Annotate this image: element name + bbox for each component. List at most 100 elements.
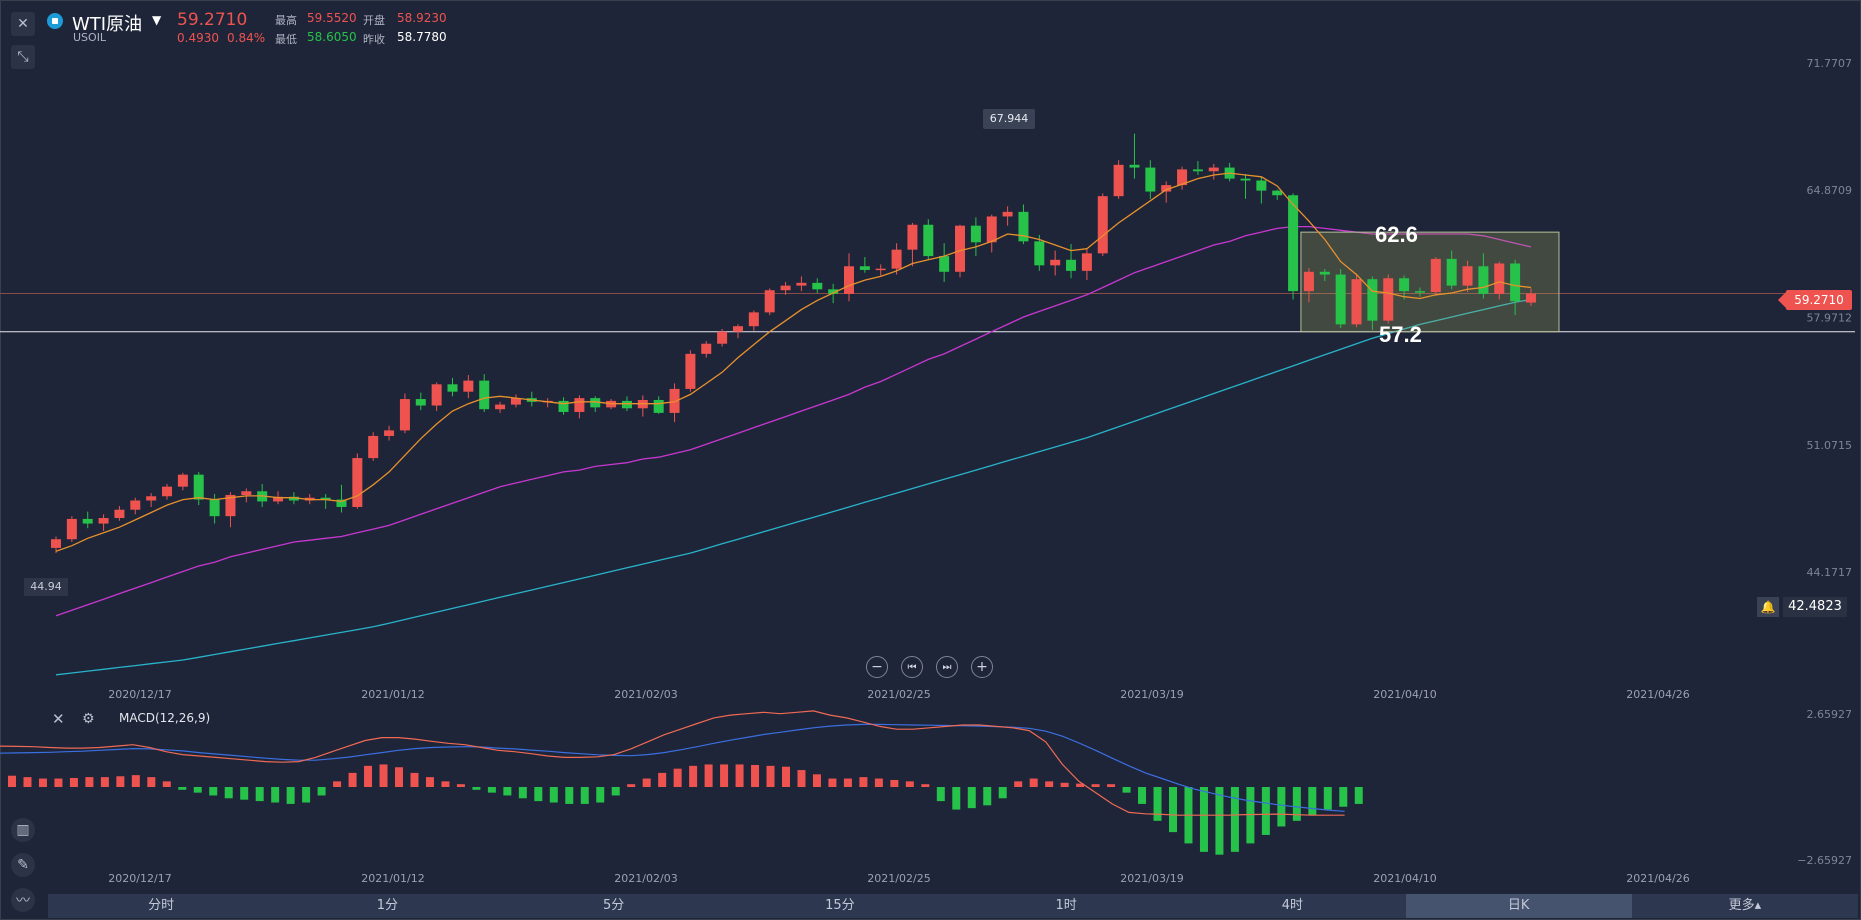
candle-body <box>1272 190 1283 196</box>
macd-bar <box>936 787 945 802</box>
peak-price-label: 67.944 <box>983 109 1035 129</box>
macd-bar <box>952 787 961 810</box>
candle-body <box>955 225 966 272</box>
price-alarm[interactable]: 🔔 42.4823 <box>1757 596 1853 618</box>
macd-bar <box>673 768 682 787</box>
macd-bar <box>286 787 295 804</box>
time-tick-label: 2021/01/12 <box>361 688 424 701</box>
macd-bar <box>905 781 914 787</box>
candle-body <box>1399 278 1410 292</box>
tab-timeframe-15m[interactable]: 15分 <box>825 898 855 913</box>
indicator-tool-button[interactable]: ▥ <box>11 818 35 842</box>
candle-body <box>447 384 458 392</box>
candle-body <box>1081 253 1092 271</box>
tab-timeframe-1m[interactable]: 1分 <box>376 898 399 913</box>
macd-bar <box>1091 784 1100 787</box>
macd-label: MACD(12,26,9) <box>119 711 211 725</box>
close-icon: ✕ <box>17 16 29 32</box>
time-tick-label: 2021/04/10 <box>1373 688 1436 701</box>
macd-bar <box>1261 787 1270 835</box>
candle-body <box>193 474 204 500</box>
tab-timeframe-1h[interactable]: 1时 <box>1055 898 1077 913</box>
tab-timeframe-tick[interactable]: 分时 <box>148 898 175 913</box>
symbol-name[interactable]: WTI原油 <box>72 14 143 35</box>
caret-down-icon[interactable]: ▼ <box>152 13 162 27</box>
macd-bar <box>69 777 78 787</box>
tab-timeframe-5m[interactable]: 5分 <box>602 898 625 913</box>
macd-bar <box>147 777 156 787</box>
candle-body <box>1097 196 1108 254</box>
macd-bar <box>224 787 233 799</box>
ma-short-path <box>55 172 1532 552</box>
macd-bar <box>921 784 930 787</box>
candle-body <box>209 499 220 517</box>
macd-bar <box>843 778 852 787</box>
candle-body <box>1478 266 1489 294</box>
gear-icon[interactable]: ⚙ <box>82 711 95 727</box>
bell-icon[interactable]: 🔔 <box>1757 597 1779 617</box>
indicator-icon: ▥ <box>16 822 30 838</box>
candle-body <box>510 398 521 405</box>
candle-body <box>1335 274 1346 325</box>
macd-bar <box>1215 787 1224 855</box>
candle-body <box>939 256 950 272</box>
price-tick-label: 64.8709 <box>1807 184 1853 197</box>
macd-bar <box>611 787 620 796</box>
candle-body <box>1034 241 1045 266</box>
tab-timeframe-daily[interactable]: 日K <box>1405 894 1632 918</box>
symbol-badge-icon <box>47 13 63 32</box>
collapse-button[interactable]: ⤡ <box>11 45 35 69</box>
candle-body <box>98 518 109 524</box>
tab-timeframe-4h[interactable]: 4时 <box>1281 898 1304 913</box>
candle-body <box>415 399 426 406</box>
price-tick-label: 57.9712 <box>1807 312 1853 325</box>
candle-body <box>1161 185 1172 192</box>
tab-timeframe-more[interactable]: 更多▴ <box>1728 898 1762 913</box>
macd-bar <box>518 787 527 799</box>
prev-close-value: 58.7780 <box>397 30 447 44</box>
time-tick-label: 2021/02/03 <box>614 688 677 701</box>
candle-body <box>923 224 934 257</box>
macd-close-icon[interactable]: ✕ <box>52 710 65 728</box>
zoom-in-button[interactable]: + <box>971 656 993 678</box>
candle-body <box>970 225 981 243</box>
candle-body <box>1446 258 1457 286</box>
time-tick-label: 2021/04/26 <box>1626 872 1689 885</box>
candle-body <box>1050 259 1061 266</box>
candle-body <box>590 398 601 408</box>
candle-body <box>1256 180 1267 191</box>
macd-bar <box>890 779 899 787</box>
macd-bar <box>1045 781 1054 787</box>
macd-bar <box>1339 787 1348 807</box>
macd-histogram <box>8 764 1363 855</box>
macd-bar <box>580 787 589 804</box>
draw-tool-button[interactable]: ✎ <box>11 853 35 877</box>
high-value: 59.5520 <box>307 11 357 25</box>
candle-body <box>1208 167 1219 172</box>
candle-body <box>51 539 61 548</box>
scroll-last-button[interactable]: ⏭ <box>936 656 958 678</box>
macd-dea-line <box>0 723 1345 812</box>
scroll-first-button[interactable]: ⏮ <box>901 656 923 678</box>
candle-body <box>780 285 791 291</box>
candle-body <box>1319 271 1330 275</box>
zoom-out-button[interactable]: − <box>866 656 888 678</box>
macd-tick-label: −2.65927 <box>1797 854 1852 867</box>
lower-annotation: 57.2 <box>1379 322 1422 347</box>
candle-body <box>130 500 141 510</box>
candle-body <box>114 509 125 519</box>
macd-bar <box>812 774 821 787</box>
time-tick-label: 2021/04/26 <box>1626 688 1689 701</box>
time-tick-label: 2021/03/19 <box>1120 872 1183 885</box>
candle-body <box>66 518 77 540</box>
price-change-pct: 0.84% <box>227 31 266 45</box>
macd-bar <box>23 777 32 787</box>
close-chart-button[interactable]: ✕ <box>11 12 35 36</box>
macd-bar <box>1107 784 1116 787</box>
macd-bar <box>456 784 465 787</box>
macd-bar <box>487 787 496 793</box>
open-value: 58.9230 <box>397 11 447 25</box>
chart-type-button[interactable]: 〰 <box>11 888 35 912</box>
candle-body <box>812 282 823 290</box>
